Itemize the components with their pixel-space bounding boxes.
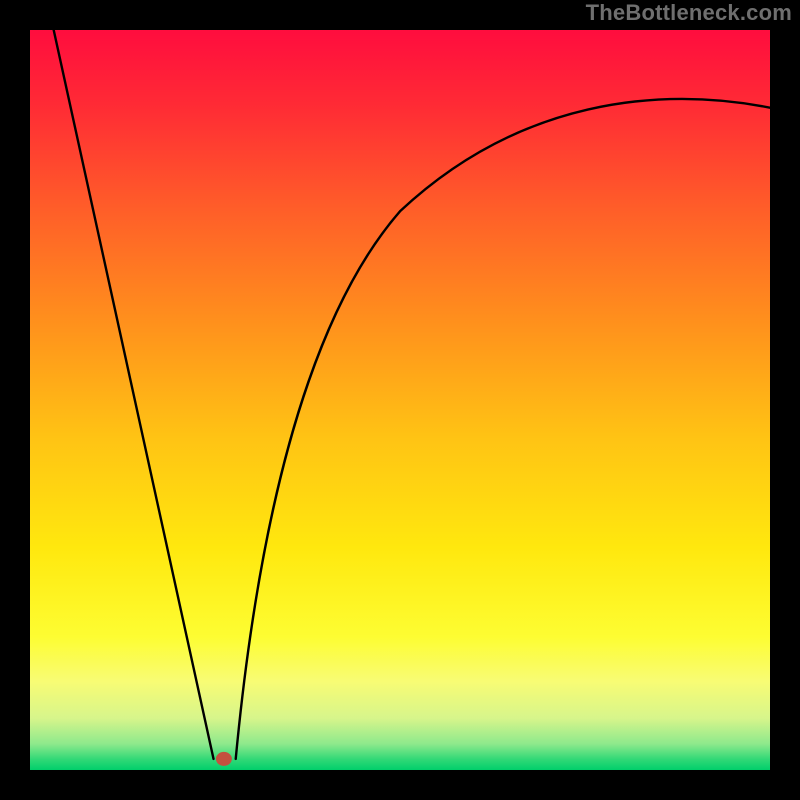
gradient-background [30,30,770,770]
plot-area [30,30,770,770]
chart-svg [30,30,770,770]
watermark-label: TheBottleneck.com [586,0,792,26]
optimal-point-marker [216,752,232,766]
frame-bottom [0,770,800,800]
frame-left [0,0,30,800]
frame-right [770,0,800,800]
